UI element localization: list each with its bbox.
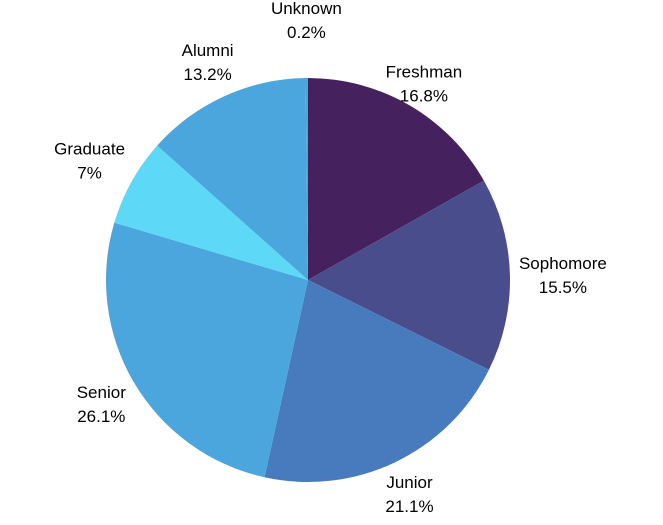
slice-value: 16.8% [400, 86, 448, 105]
slice-name: Sophomore [519, 254, 607, 273]
slice-label-freshman: Freshman 16.8% [386, 62, 463, 105]
slice-label-graduate: Graduate 7% [54, 139, 125, 182]
slice-senior [105, 222, 308, 478]
slice-label-senior: Senior 26.1% [77, 383, 126, 426]
slice-alumni [157, 78, 308, 281]
slice-junior [264, 280, 489, 482]
slice-graduate [114, 145, 308, 280]
slice-value: 13.2% [183, 65, 231, 84]
slice-name: Graduate [54, 139, 125, 158]
pie-slices [105, 78, 510, 482]
slice-value: 21.1% [385, 497, 433, 516]
slice-label-alumni: Alumni 13.2% [182, 41, 234, 84]
slice-value: 0.2% [287, 23, 326, 42]
slice-name: Unknown [271, 0, 342, 18]
slice-label-junior: Junior 21.1% [385, 473, 433, 516]
slice-label-sophomore: Sophomore 15.5% [519, 254, 607, 297]
slice-value: 7% [77, 163, 102, 182]
slice-name: Alumni [182, 41, 234, 60]
slice-freshman [308, 78, 484, 280]
slice-sophomore [308, 180, 510, 370]
slice-value: 26.1% [77, 407, 125, 426]
slice-name: Junior [386, 473, 433, 492]
slice-name: Senior [77, 383, 126, 402]
slice-name: Freshman [386, 62, 463, 81]
slice-unknown [305, 78, 308, 280]
pie-labels: Freshman 16.8% Sophomore 15.5% Junior 21.1% Se… [54, 0, 607, 516]
slice-value: 15.5% [539, 278, 587, 297]
slice-label-unknown: Unknown 0.2% [271, 0, 342, 42]
